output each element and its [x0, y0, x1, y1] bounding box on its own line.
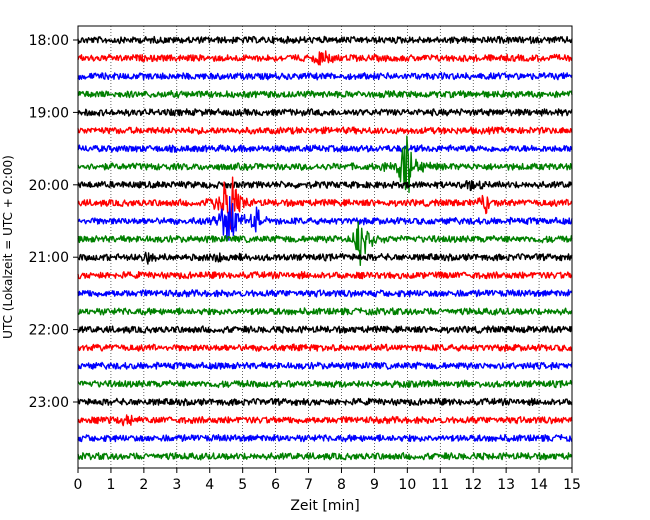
- trace-line: [77, 35, 573, 45]
- trace-line: [77, 72, 573, 81]
- trace-line: [77, 50, 573, 66]
- x-tick-label: 4: [205, 477, 214, 493]
- trace-line: [77, 271, 573, 280]
- y-axis-label: UTC (Lokalzeit = UTC + 02:00): [1, 155, 15, 339]
- trace-line: [77, 414, 573, 427]
- trace-line: [77, 325, 573, 334]
- trace-line: [77, 379, 573, 389]
- trace-line: [77, 135, 573, 194]
- y-tick-label: 19:00: [29, 105, 69, 121]
- x-tick-label: 1: [106, 477, 115, 493]
- x-tick-label: 13: [497, 477, 515, 493]
- trace-line: [77, 433, 573, 443]
- trace-line: [77, 397, 573, 407]
- x-axis-label: Zeit [min]: [290, 498, 359, 514]
- trace-line: [77, 176, 573, 231]
- x-tick-label: 2: [139, 477, 148, 493]
- trace-line: [77, 289, 573, 298]
- x-tick-label: 6: [271, 477, 280, 493]
- x-axis-ticks: 0 1 2 3 4 5 6 7 8 9 10 11 12 13 14 15: [74, 468, 581, 493]
- y-tick-label: 20:00: [29, 178, 69, 194]
- trace-line: [77, 343, 573, 353]
- x-tick-label: 0: [74, 477, 83, 493]
- y-tick-label: 21:00: [29, 250, 69, 266]
- trace-line: [77, 251, 573, 265]
- trace-line: [77, 90, 573, 99]
- y-axis-ticks: 18:00 19:00 20:00 21:00 22:00 23:00: [29, 33, 78, 411]
- trace-line: [77, 180, 573, 192]
- trace-line: [77, 361, 573, 371]
- trace-line: [77, 221, 573, 266]
- x-tick-label: 3: [172, 477, 181, 493]
- y-tick-label: 22:00: [29, 323, 69, 339]
- x-tick-label: 9: [370, 477, 379, 493]
- trace-line: [77, 108, 573, 117]
- y-tick-label: 23:00: [29, 395, 69, 411]
- x-tick-label: 11: [431, 477, 449, 493]
- trace-line: [77, 144, 573, 153]
- seismogram-traces: [77, 35, 573, 461]
- x-tick-label: 7: [304, 477, 313, 493]
- plot-frame: [77, 25, 573, 469]
- x-tick-label: 15: [563, 477, 581, 493]
- x-tick-label: 12: [464, 477, 482, 493]
- y-tick-label: 18:00: [29, 33, 69, 49]
- x-tick-label: 5: [238, 477, 247, 493]
- x-tick-label: 8: [337, 477, 346, 493]
- trace-line: [77, 452, 573, 461]
- trace-line: [77, 196, 573, 241]
- x-tick-label: 10: [398, 477, 416, 493]
- trace-line: [77, 126, 573, 135]
- trace-line: [77, 307, 573, 316]
- x-tick-label: 14: [530, 477, 548, 493]
